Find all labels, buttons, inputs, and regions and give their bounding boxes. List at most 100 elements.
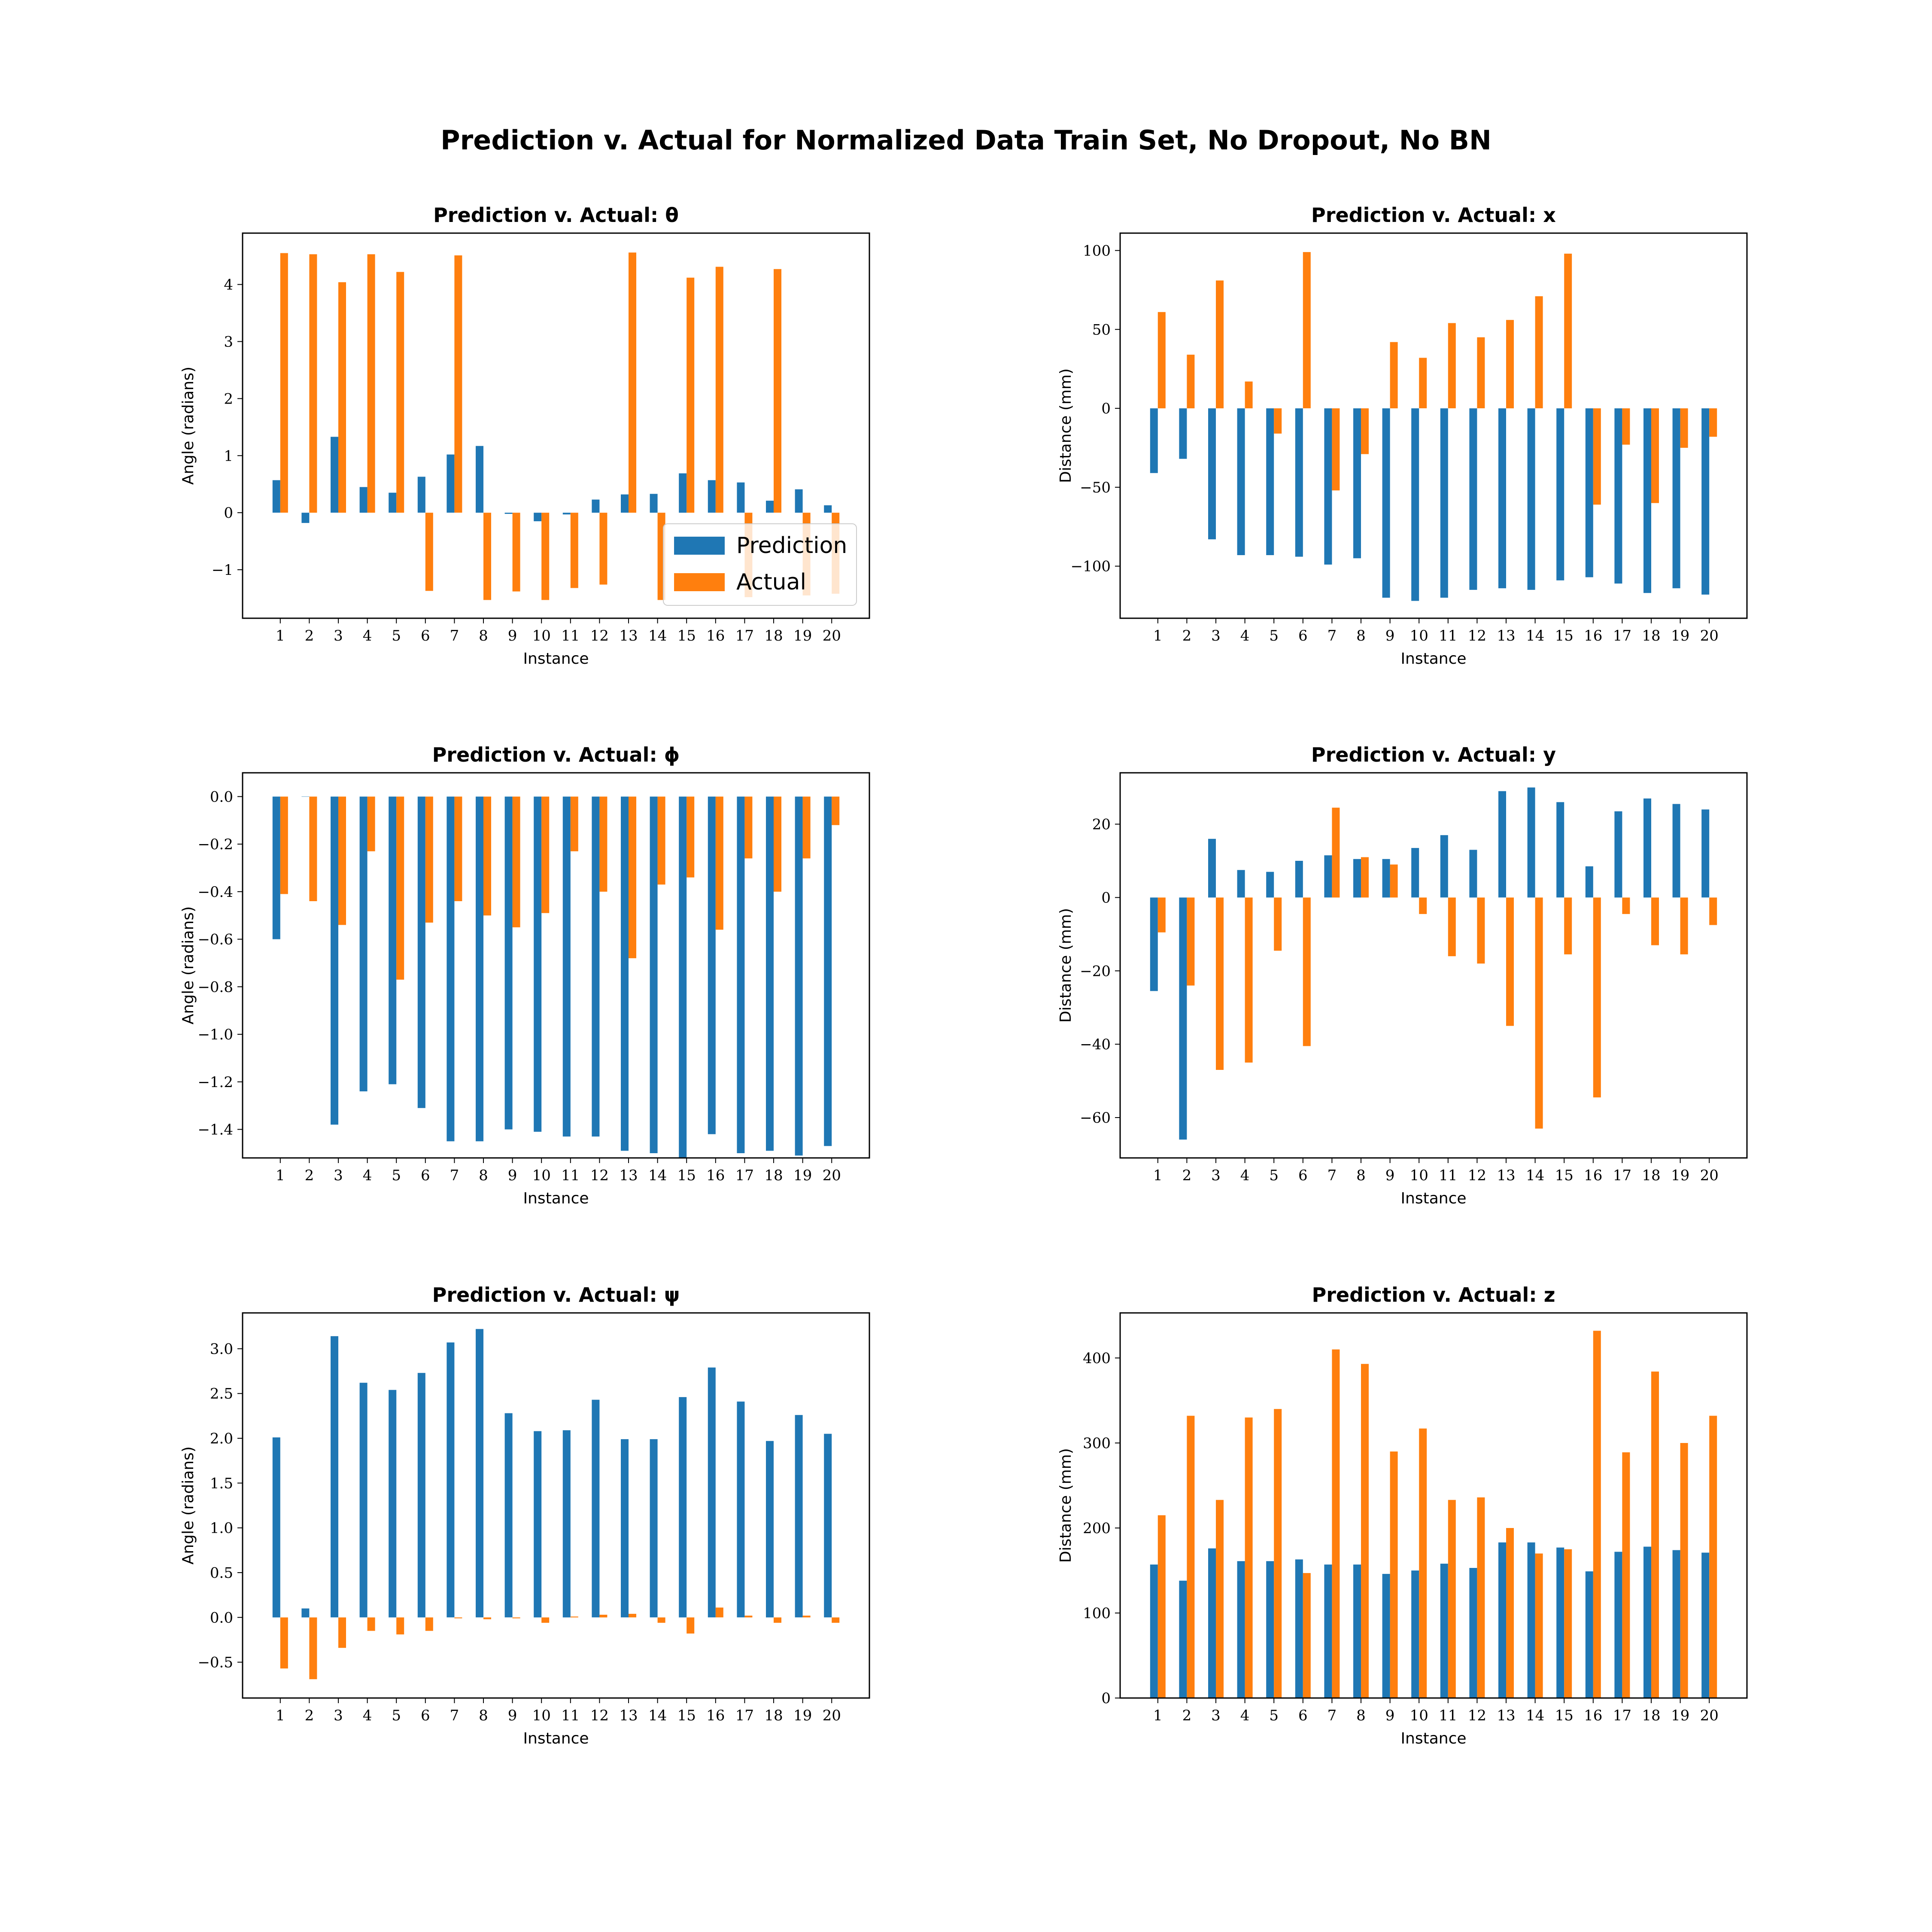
prediction-bar: [621, 1439, 629, 1618]
y-tick-label: 0.0: [210, 1609, 233, 1626]
x-tick-label: 9: [508, 627, 517, 644]
prediction-bar: [1527, 408, 1535, 590]
x-tick-label: 16: [706, 627, 725, 644]
actual-bar: [309, 796, 317, 901]
actual-bar: [541, 796, 550, 913]
actual-bar: [396, 1617, 404, 1634]
actual-bar: [367, 796, 375, 851]
y-tick-label: 1.0: [210, 1520, 233, 1537]
prediction-bar: [1150, 897, 1158, 991]
x-tick-label: 3: [334, 627, 343, 644]
actual-bar: [483, 1617, 491, 1619]
prediction-bar: [1440, 1564, 1448, 1698]
actual-bar: [309, 254, 317, 513]
actual-bar: [454, 1617, 462, 1619]
prediction-bar: [1353, 1564, 1361, 1698]
y-tick-label: 2: [224, 390, 233, 407]
prediction-bar: [1672, 1550, 1680, 1698]
x-tick-label: 11: [1439, 1707, 1457, 1724]
x-tick-label: 12: [590, 627, 609, 644]
actual-bar: [1709, 1416, 1717, 1698]
x-tick-label: 19: [793, 627, 812, 644]
y-axis-label: Angle (radians): [179, 906, 197, 1024]
actual-bar: [1274, 897, 1282, 951]
x-tick-label: 8: [1356, 1167, 1366, 1184]
x-tick-label: 13: [619, 1167, 638, 1184]
x-tick-label: 1: [1153, 1707, 1163, 1724]
x-tick-label: 20: [1700, 1707, 1719, 1724]
x-tick-label: 10: [532, 1167, 551, 1184]
prediction-bar: [1556, 408, 1564, 580]
x-tick-label: 9: [1385, 1707, 1395, 1724]
legend-swatch: [674, 573, 725, 591]
actual-bar: [1680, 1443, 1688, 1698]
x-tick-label: 15: [1555, 1167, 1574, 1184]
actual-bar: [715, 796, 723, 930]
y-tick-label: 3: [224, 333, 233, 350]
y-tick-label: 100: [1083, 1605, 1111, 1622]
y-tick-label: 200: [1083, 1520, 1111, 1537]
x-tick-label: 5: [1269, 627, 1279, 644]
actual-bar: [512, 513, 520, 592]
prediction-bar: [766, 1441, 774, 1618]
actual-bar: [715, 1607, 723, 1618]
actual-bar: [1448, 897, 1456, 957]
x-tick-label: 6: [421, 1707, 430, 1724]
actual-bar: [483, 796, 491, 916]
actual-bar: [1303, 897, 1311, 1046]
prediction-bar: [1614, 408, 1622, 584]
prediction-bar: [650, 494, 658, 513]
x-tick-label: 12: [1468, 627, 1486, 644]
prediction-bar: [504, 513, 513, 514]
y-axis-label: Angle (radians): [179, 367, 197, 485]
prediction-bar: [301, 1608, 310, 1618]
x-tick-label: 8: [479, 627, 488, 644]
prediction-bar: [1498, 408, 1506, 589]
actual-bar: [541, 1617, 550, 1623]
actual-bar: [687, 1617, 695, 1634]
actual-bar: [338, 282, 346, 513]
prediction-bar: [1324, 855, 1332, 898]
x-tick-label: 18: [764, 627, 783, 644]
actual-bar: [1303, 252, 1311, 408]
y-tick-label: −0.4: [197, 884, 233, 901]
actual-bar: [570, 796, 578, 851]
actual-bar: [454, 255, 462, 513]
y-tick-label: −40: [1080, 1036, 1111, 1053]
actual-bar: [1274, 408, 1282, 434]
x-tick-label: 20: [823, 1167, 841, 1184]
x-tick-label: 12: [1468, 1167, 1486, 1184]
prediction-bar: [476, 796, 483, 1142]
y-tick-label: −0.5: [197, 1654, 233, 1671]
y-tick-label: 0: [1101, 889, 1111, 906]
prediction-bar: [621, 494, 629, 513]
actual-bar: [1622, 408, 1630, 445]
prediction-bar: [824, 505, 832, 513]
prediction-bar: [389, 796, 397, 1084]
x-tick-label: 1: [1153, 1167, 1163, 1184]
actual-bar: [1564, 253, 1572, 409]
x-tick-label: 2: [305, 1707, 314, 1724]
x-tick-label: 16: [706, 1167, 725, 1184]
x-tick-label: 14: [648, 1167, 667, 1184]
actual-bar: [1245, 381, 1253, 409]
prediction-bar: [708, 1367, 716, 1618]
actual-bar: [570, 513, 578, 588]
actual-bar: [1216, 280, 1224, 409]
actual-bar: [1245, 897, 1253, 1063]
x-tick-label: 16: [1584, 1167, 1602, 1184]
chart-panel-1: 1 2 3 4 5 6 7 8 9 10 11 12 13 14 15 16 17 18 19 20−101234Pr…: [179, 204, 870, 668]
actual-bar: [1303, 1573, 1311, 1698]
x-tick-label: 15: [1555, 1707, 1574, 1724]
prediction-bar: [824, 1434, 832, 1618]
x-tick-label: 1: [276, 1167, 285, 1184]
prediction-bar: [301, 796, 310, 797]
actual-bar: [1361, 1364, 1369, 1698]
prediction-bar: [1353, 859, 1361, 898]
panel-title: Prediction v. Actual: ψ: [432, 1283, 680, 1306]
actual-bar: [1448, 1500, 1456, 1698]
prediction-bar: [1237, 870, 1245, 898]
panel-title: Prediction v. Actual: y: [1311, 743, 1556, 766]
prediction-bar: [476, 446, 483, 513]
actual-bar: [1651, 408, 1659, 503]
